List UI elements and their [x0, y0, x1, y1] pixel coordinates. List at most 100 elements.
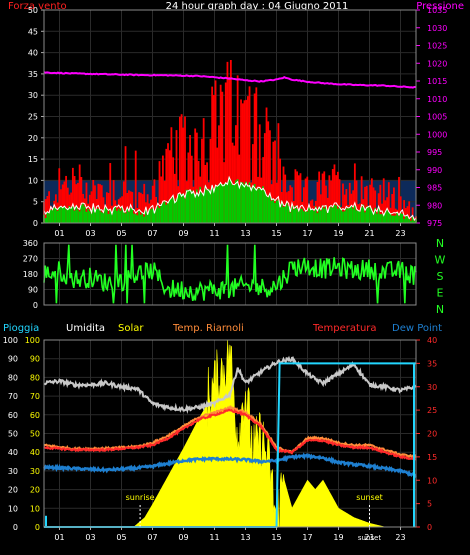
compass-label: E: [437, 287, 444, 300]
y-tick-label-solar: 10: [30, 504, 40, 513]
y-tick-label-right: 1005: [427, 113, 447, 122]
y-tick-label-left: 80: [8, 373, 18, 382]
x-tick-label: 21: [364, 229, 374, 238]
pressure-line: [43, 71, 417, 89]
y-tick-label-left: 50: [8, 430, 18, 439]
y-tick-label-left: 40: [8, 448, 18, 457]
y-tick-label-solar: 60: [30, 411, 40, 420]
y-tick-label-right: 5: [427, 500, 432, 509]
y-tick-label-left: 25: [28, 113, 38, 122]
y-tick-label-left: 0: [33, 219, 38, 228]
y-tick-label-left: 10: [8, 504, 18, 513]
temperature-line: [43, 408, 417, 461]
y-tick-label-left: 90: [8, 355, 18, 364]
y-tick-label-right: 1020: [427, 59, 447, 68]
dewpoint-line: [43, 452, 417, 478]
y-tick-label-left: 20: [8, 486, 18, 495]
y-tick-label-left: 60: [8, 411, 18, 420]
x-tick-label: 03: [85, 533, 95, 542]
y-tick-label-right: 995: [427, 148, 442, 157]
y-tick-label-right: 20: [427, 430, 437, 439]
x-tick-label: 21: [364, 533, 374, 542]
y-tick-label-left: 10: [28, 176, 38, 185]
y-tick-label-left: 35: [28, 70, 38, 79]
y-tick-label-direction: 90: [28, 286, 38, 295]
x-tick-label: 11: [209, 229, 219, 238]
legend-item: Solar: [118, 323, 144, 334]
y-tick-label-right: 1035: [427, 6, 447, 15]
y-tick-label-solar: 80: [30, 373, 40, 382]
y-tick-label-right: 30: [427, 383, 437, 392]
y-tick-label-right: 1010: [427, 95, 447, 104]
compass-label: N: [436, 237, 444, 250]
x-tick-label: 13: [240, 533, 250, 542]
y-tick-label-solar: 90: [30, 355, 40, 364]
legend-item: Pioggia: [3, 323, 39, 334]
sunset-label: sunset: [356, 493, 383, 502]
y-tick-label-right: 1030: [427, 24, 447, 33]
y-tick-label-right: 40: [427, 336, 437, 345]
y-tick-label-solar: 70: [30, 392, 40, 401]
y-tick-label-left: 45: [28, 27, 38, 36]
y-tick-label-right: 35: [427, 359, 437, 368]
x-tick-label: 01: [54, 229, 64, 238]
x-tick-label: 17: [302, 229, 312, 238]
x-tick-label: 15: [271, 533, 281, 542]
compass-label: W: [435, 254, 446, 267]
y-tick-label-left: 15: [28, 155, 38, 164]
y-tick-label-solar: 20: [30, 486, 40, 495]
y-tick-label-solar: 30: [30, 467, 40, 476]
y-tick-label-right: 15: [427, 453, 437, 462]
y-tick-label-left: 30: [28, 91, 38, 100]
y-tick-label-direction: 270: [23, 255, 38, 264]
x-tick-label: 17: [302, 533, 312, 542]
compass-label: N: [436, 303, 444, 316]
y-tick-label-left: 50: [28, 6, 38, 15]
temp-riarnoli-line: [43, 404, 417, 459]
legend-item: Dew Point: [392, 323, 442, 334]
y-tick-label-right: 1000: [427, 130, 447, 139]
y-tick-label-solar: 50: [30, 430, 40, 439]
x-tick-label: 09: [178, 229, 188, 238]
x-tick-label: 01: [54, 533, 64, 542]
page-title: 24 hour graph day : 04 Giugno 2011: [166, 1, 349, 12]
y-tick-label-direction: 360: [23, 239, 38, 248]
plot-frame-temperature: [43, 339, 417, 528]
plot-frame-wind: [43, 9, 417, 224]
y-tick-label-solar: 100: [25, 336, 40, 345]
right-axis-label: Pressione: [416, 1, 464, 12]
y-tick-label-left: 5: [33, 198, 38, 207]
y-tick-label-right: 990: [427, 166, 442, 175]
y-tick-label-left: 100: [3, 336, 18, 345]
y-tick-label-solar: 40: [30, 448, 40, 457]
x-tick-label: 13: [240, 229, 250, 238]
wind-speed-line: [43, 175, 417, 222]
legend-item: Umidita: [66, 323, 105, 334]
x-tick-label: 07: [147, 533, 157, 542]
x-tick-label: 11: [209, 533, 219, 542]
humidity-line: [43, 355, 417, 414]
y-tick-label-left: 0: [13, 523, 18, 532]
x-tick-label: 23: [395, 229, 405, 238]
y-tick-label-right: 985: [427, 184, 442, 193]
x-tick-label: 19: [333, 533, 343, 542]
x-tick-label: 09: [178, 533, 188, 542]
y-tick-label-left: 70: [8, 392, 18, 401]
y-tick-label-right: 980: [427, 201, 442, 210]
y-tick-label-left: 40: [28, 49, 38, 58]
sunrise-label: sunrise: [126, 493, 155, 502]
y-tick-label-direction: 0: [33, 301, 38, 310]
x-tick-label: 23: [395, 533, 405, 542]
legend-item: Temp. Riarnoli: [172, 323, 244, 334]
x-tick-label: 03: [85, 229, 95, 238]
compass-label: S: [437, 270, 444, 283]
y-tick-label-left: 30: [8, 467, 18, 476]
x-tick-label: 15: [271, 229, 281, 238]
sunset-tick-label: sunset: [358, 534, 381, 542]
y-tick-label-right: 25: [427, 406, 437, 415]
x-tick-label: 05: [116, 229, 126, 238]
x-tick-label: 19: [333, 229, 343, 238]
plot-frame-direction: [43, 242, 417, 306]
